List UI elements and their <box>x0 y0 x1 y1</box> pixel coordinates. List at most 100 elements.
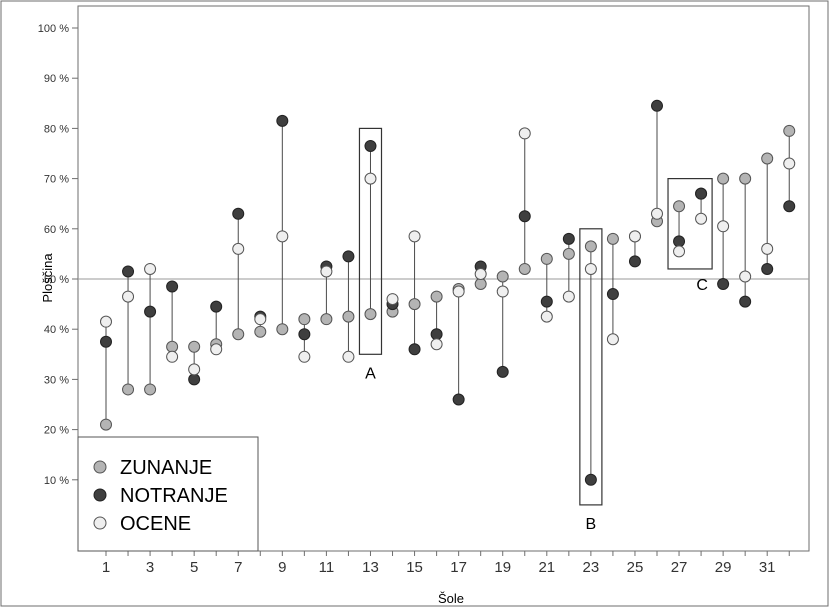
annotation-label-a: A <box>365 365 376 382</box>
x-axis: 1 3 5 7 9 11 13 15 17 19 21 23 25 27 29 31 <box>102 551 790 576</box>
point-zunanje <box>584 240 597 253</box>
point-notranje <box>562 232 575 245</box>
point-ocene <box>144 262 157 275</box>
point-ocene <box>254 313 267 326</box>
point-notranje <box>628 255 641 268</box>
x-tick-label: 29 <box>715 559 732 576</box>
point-notranje <box>232 207 245 220</box>
x-tick-label: 5 <box>190 559 198 576</box>
y-axis: 10 % 20 % 30 % 40 % 50 % 60 % 70 % 80 % 90 % 100 … <box>38 23 78 487</box>
point-notranje <box>518 210 531 223</box>
point-notranje <box>166 280 179 293</box>
point-zunanje <box>496 270 509 283</box>
point-zunanje <box>232 328 245 341</box>
point-ocene <box>320 265 333 278</box>
point-zunanje <box>100 418 112 431</box>
y-tick-label: 80 % <box>44 123 69 135</box>
x-tick-label: 17 <box>450 559 467 576</box>
x-tick-label: 19 <box>494 559 511 576</box>
point-zunanje <box>783 124 796 137</box>
x-tick-label: 31 <box>759 559 776 576</box>
legend-label-zunanje: ZUNANJE <box>120 457 212 479</box>
legend-label-notranje: NOTRANJE <box>120 485 228 507</box>
annotation-label-c: C <box>696 277 708 294</box>
x-tick-label: 7 <box>234 559 242 576</box>
y-tick-label: 70 % <box>44 174 69 186</box>
x-tick-label: 21 <box>538 559 555 576</box>
legend-box <box>77 436 259 552</box>
point-ocene <box>100 315 112 328</box>
point-ocene <box>761 242 774 255</box>
annotation-boxes: A B C <box>358 127 713 533</box>
point-notranje <box>430 328 443 341</box>
point-notranje <box>210 300 223 313</box>
x-tick-label: 25 <box>627 559 644 576</box>
point-notranje <box>100 335 112 348</box>
y-tick-label: 30 % <box>44 374 69 386</box>
point-notranje <box>298 328 311 341</box>
y-tick-label: 60 % <box>44 224 69 236</box>
point-notranje <box>783 200 796 213</box>
point-zunanje <box>673 200 686 213</box>
point-ocene <box>584 262 597 275</box>
point-ocene <box>562 290 575 303</box>
point-zunanje <box>342 310 355 323</box>
point-notranje <box>452 393 465 406</box>
point-zunanje <box>298 313 311 326</box>
point-ocene <box>342 350 355 363</box>
point-notranje <box>364 139 377 152</box>
point-notranje <box>673 235 686 248</box>
point-ocene <box>408 230 421 243</box>
point-zunanje <box>518 262 531 275</box>
point-ocene <box>651 207 663 220</box>
x-tick-label: 1 <box>102 559 110 576</box>
point-ocene <box>452 285 465 298</box>
annotation-box-b <box>579 228 603 506</box>
point-zunanje <box>540 252 553 265</box>
x-tick-label: 15 <box>406 559 423 576</box>
point-notranje <box>144 305 157 318</box>
y-tick-label: 40 % <box>44 324 69 336</box>
point-ocene <box>188 363 201 376</box>
point-zunanje <box>144 383 157 396</box>
point-ocene <box>673 245 686 258</box>
point-ocene <box>166 350 179 363</box>
point-zunanje <box>474 278 487 291</box>
x-tick-label: 3 <box>146 559 154 576</box>
annotation-label-b: B <box>586 516 597 533</box>
y-tick-label: 50 % <box>44 274 69 286</box>
x-tick-label: 13 <box>362 559 379 576</box>
point-notranje <box>188 373 201 386</box>
point-notranje <box>695 187 708 200</box>
point-zunanje <box>408 298 421 311</box>
point-ocene <box>739 270 752 283</box>
y-axis-title: Ploščina <box>40 253 55 303</box>
point-ocene <box>210 343 223 356</box>
point-notranje <box>651 99 663 112</box>
legend-marker-notranje <box>93 488 107 502</box>
point-ocene <box>496 285 509 298</box>
annotation-box-a <box>358 127 383 355</box>
point-zunanje <box>188 340 201 353</box>
x-tick-label: 27 <box>671 559 688 576</box>
point-zunanje <box>320 313 333 326</box>
point-notranje <box>342 250 355 263</box>
point-ocene <box>474 267 487 280</box>
legend: ZUNANJE NOTRANJE OCENE <box>77 436 259 552</box>
point-notranje <box>584 473 597 486</box>
point-zunanje <box>606 232 619 245</box>
point-ocene <box>232 242 245 255</box>
point-ocene <box>122 290 135 303</box>
point-ocene <box>783 157 796 170</box>
point-notranje <box>496 365 509 378</box>
point-zunanje <box>254 325 267 338</box>
point-notranje <box>717 278 730 291</box>
y-tick-label: 20 % <box>44 425 69 437</box>
x-tick-label: 9 <box>278 559 286 576</box>
point-notranje <box>606 288 619 301</box>
point-ocene <box>386 293 399 306</box>
legend-label-ocene: OCENE <box>120 513 191 535</box>
point-notranje <box>276 114 289 127</box>
